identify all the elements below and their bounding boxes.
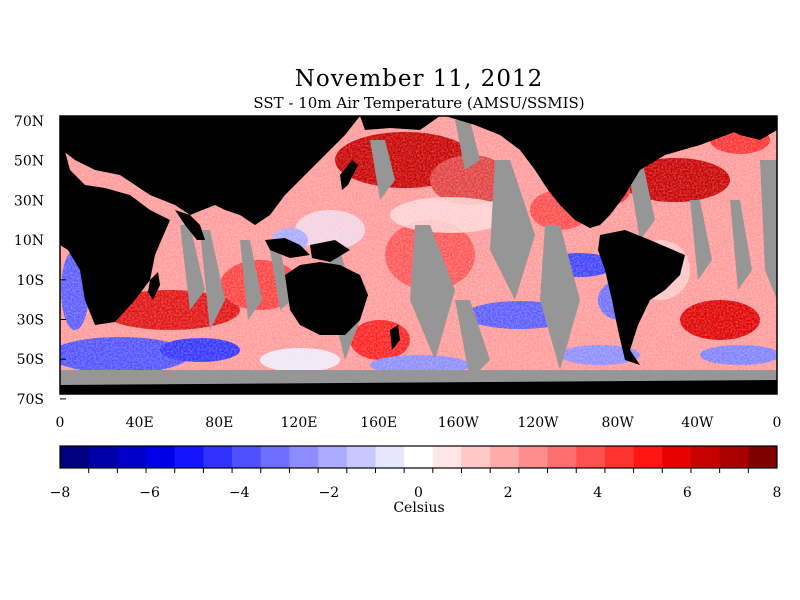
colorbar-swatch xyxy=(117,446,147,468)
colorbar-swatch xyxy=(604,446,635,468)
land-siberia xyxy=(360,116,440,130)
land-masses xyxy=(60,116,777,394)
colorbar-swatch xyxy=(346,446,376,468)
colorbar-swatch xyxy=(88,446,118,468)
colorbar-label: −8 xyxy=(50,485,71,501)
lon-tick-label: 0 xyxy=(773,415,782,431)
lat-tick-label: 50S xyxy=(17,352,44,368)
colorbar-swatch xyxy=(404,446,434,468)
latitude-ticks: 70N 50N 30N 10N 10S 30S 50S 70S xyxy=(14,114,66,408)
land-madagascar xyxy=(148,272,160,300)
lat-tick-label: 50N xyxy=(14,154,44,170)
lon-tick-label: 160E xyxy=(360,415,397,431)
colorbar-label: −4 xyxy=(229,485,250,501)
lon-tick-label: 80E xyxy=(205,415,233,431)
land-australia xyxy=(285,262,368,335)
colorbar-swatch xyxy=(318,446,348,468)
lat-tick-label: 70S xyxy=(17,392,44,408)
colorbar-label: 0 xyxy=(414,485,423,501)
colorbar-swatch xyxy=(461,446,491,468)
colorbar-swatch xyxy=(60,446,90,468)
colorbar-label: 4 xyxy=(593,485,602,501)
lon-tick-label: 0 xyxy=(56,415,65,431)
lon-tick-label: 80W xyxy=(602,415,635,431)
colorbar-swatch xyxy=(490,446,520,468)
colorbar-swatch xyxy=(576,446,606,468)
lon-tick-label: 120W xyxy=(517,415,559,431)
lat-tick-label: 10S xyxy=(17,273,44,289)
land-north-america xyxy=(445,116,777,228)
land-antarctica xyxy=(60,380,777,394)
lon-tick-label: 120E xyxy=(281,415,318,431)
colorbar-swatch xyxy=(633,446,663,468)
land-indonesia xyxy=(265,238,310,258)
colorbar-label: 6 xyxy=(683,485,692,501)
colorbar-swatch xyxy=(289,446,319,468)
lon-tick-label: 40W xyxy=(681,415,714,431)
lon-tick-label: 40E xyxy=(126,415,154,431)
lat-tick-label: 30S xyxy=(17,313,44,329)
land-eurasia xyxy=(60,116,360,225)
colorbar-swatch xyxy=(260,446,290,468)
colorbar-swatch xyxy=(232,446,262,468)
lat-tick-label: 70N xyxy=(14,114,44,130)
lat-tick-label: 30N xyxy=(14,193,44,209)
colorbar-swatch xyxy=(174,446,204,468)
land-africa xyxy=(60,116,170,325)
colorbar-swatch xyxy=(432,446,463,468)
land-india xyxy=(175,210,205,240)
colorbar-swatch xyxy=(375,446,405,468)
colorbar-label: 8 xyxy=(773,485,782,501)
colorbar-label: −6 xyxy=(139,485,160,501)
colorbar-ticks: −8 −6 −4 −2 0 2 4 6 8 xyxy=(50,468,782,501)
colorbar-swatch xyxy=(719,446,749,468)
land-newzealand xyxy=(390,325,400,350)
colorbar-frame xyxy=(59,445,778,469)
colorbar-swatch xyxy=(203,446,233,468)
colorbar-swatch xyxy=(662,446,692,468)
lon-tick-label: 160W xyxy=(438,415,480,431)
lat-tick-label: 10N xyxy=(14,233,44,249)
land-south-america xyxy=(598,230,685,365)
colorbar-swatch xyxy=(748,446,778,468)
colorbar-swatch xyxy=(518,446,549,468)
colorbar-swatch xyxy=(146,446,176,468)
sst-field xyxy=(60,116,777,394)
colorbar-label: 2 xyxy=(504,485,513,501)
colorbar xyxy=(60,446,778,468)
colorbar-swatch xyxy=(690,446,721,468)
land-greenland xyxy=(690,116,777,140)
colorbar-swatch xyxy=(547,446,577,468)
land-japan xyxy=(340,160,358,190)
map-subtitle: SST - 10m Air Temperature (AMSU/SSMIS) xyxy=(253,94,585,112)
colorbar-units: Celsius xyxy=(393,500,445,516)
colorbar-label: −2 xyxy=(319,485,340,501)
map-title: November 11, 2012 xyxy=(294,66,544,92)
longitude-ticks: 0 40E 80E 120E 160E 160W 120W 80W 40W 0 xyxy=(56,386,782,431)
land-newguinea xyxy=(310,240,350,262)
